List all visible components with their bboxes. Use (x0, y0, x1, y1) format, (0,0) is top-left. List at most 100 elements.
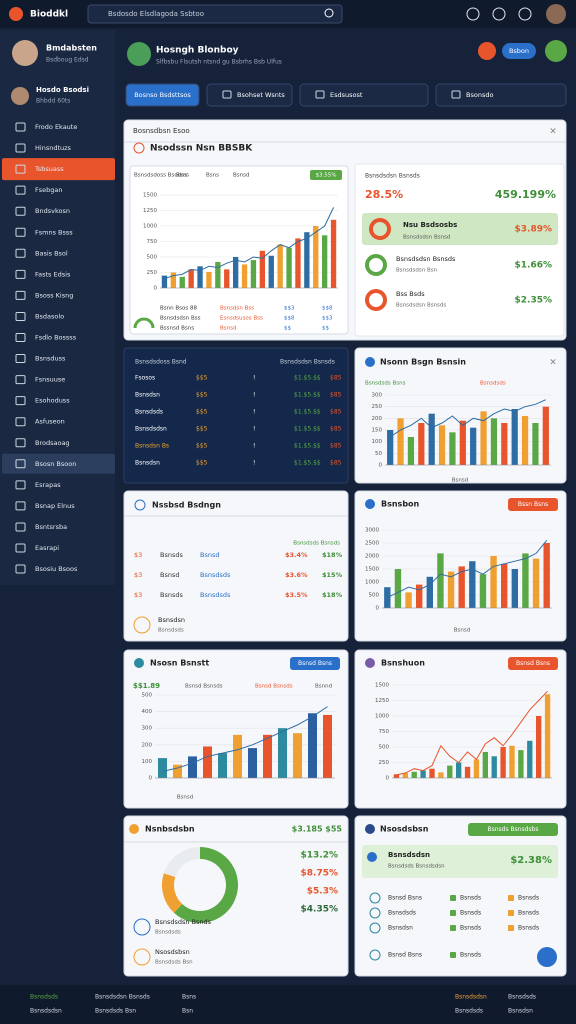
nav-item[interactable]: Asfuseon (35, 418, 65, 426)
y-tick-label: 50 (375, 451, 382, 457)
card-button[interactable] (508, 657, 558, 670)
list-icon (369, 949, 381, 961)
footer-link: Bsns (182, 994, 196, 1001)
footer-cell: $$ (284, 326, 291, 332)
legend-swatch (450, 895, 456, 901)
bar (426, 576, 433, 608)
label: $3.55% (316, 173, 337, 179)
logo: Bioddkl (30, 10, 68, 20)
header-button[interactable] (502, 43, 536, 59)
bar (501, 423, 508, 465)
y-tick-label: 100 (372, 439, 383, 445)
y-tick-label: 400 (142, 709, 153, 715)
label: Bsnsd Bsns (516, 660, 550, 667)
list-cell: $18% (322, 551, 343, 559)
nav-item[interactable]: Hinsndtuzs (35, 144, 72, 152)
bar (259, 250, 266, 288)
table-cell: $$5 (196, 392, 208, 399)
nav-icon (15, 206, 26, 216)
bar (509, 745, 515, 778)
bar (500, 747, 506, 778)
nav-item[interactable]: Bsosn Bsoon (35, 460, 76, 468)
donut-segment (173, 847, 238, 923)
nav-item[interactable]: Bsosiu Bsoos (35, 565, 78, 573)
table-cell: Fsosos (135, 375, 155, 382)
card-title: Nsonn Bsgn Bsnsin (380, 358, 466, 367)
list-cell: Bsnsds (160, 591, 183, 599)
label: Bosnsdbsn Esoo (133, 127, 190, 135)
footer-link: Bsnsdsds (30, 994, 58, 1001)
nav-item[interactable]: Fsdlo Bossss (35, 334, 77, 342)
nav-item[interactable]: Easrapi (35, 544, 59, 552)
nav-icon (15, 164, 26, 174)
footer-cell: Bsnn Bsos 88 (160, 306, 197, 312)
search-box[interactable] (87, 4, 343, 24)
tab[interactable] (299, 83, 429, 107)
nav-item[interactable]: Bsnap Elnus (35, 502, 75, 510)
list-cell: Bsnsdsds (388, 910, 416, 917)
bar (438, 425, 446, 465)
card-icon (365, 658, 375, 668)
tab-icon (222, 90, 232, 99)
nav-item[interactable]: Bndsvkosn (35, 207, 70, 215)
table-cell: Bsnsdsds (135, 409, 163, 416)
nav-icon (15, 311, 26, 321)
footer-link: Bsnsdsn (508, 1008, 533, 1015)
donut-icon (369, 218, 391, 240)
tab-label: Bsonsdo (466, 91, 493, 99)
tab[interactable] (206, 83, 293, 107)
legend-swatch (450, 952, 456, 958)
nav-item[interactable]: Esrapas (35, 481, 61, 489)
list-icon (369, 907, 381, 919)
close-icon[interactable]: × (549, 127, 557, 137)
bar (511, 409, 518, 465)
highlight-row (362, 213, 558, 245)
nav-icon (15, 248, 26, 258)
nav-item[interactable]: Bsoss Kisng (35, 291, 73, 299)
card-button[interactable] (508, 498, 558, 511)
list-icon (367, 852, 377, 862)
card-icon (365, 824, 375, 834)
nav-item[interactable]: Bsnsduss (35, 355, 66, 363)
y-tick-label: 3000 (365, 528, 379, 534)
nav-item[interactable]: Fsebgan (35, 186, 62, 194)
tab[interactable] (435, 83, 567, 107)
table-cell: Bsnsdsn (135, 460, 160, 467)
label: Bmdabsten (46, 44, 97, 53)
logo-icon (9, 7, 23, 21)
gauge-icon (133, 317, 155, 329)
nav-item[interactable]: Bsntsrsba (35, 523, 67, 531)
footer (0, 985, 576, 1024)
close-icon[interactable]: × (549, 358, 557, 368)
nav-item[interactable]: Fasts Edsis (35, 270, 71, 278)
nav-icon (15, 290, 26, 300)
nav-item[interactable]: Esohoduss (35, 397, 70, 405)
tab[interactable] (125, 83, 200, 107)
y-tick-label: 200 (372, 416, 383, 422)
card-heading: Nsodssn Nsn BBSBK (150, 144, 253, 154)
legend-label: Bsnsd Bsnsds (185, 684, 223, 690)
bar (170, 272, 177, 288)
tab-icon (451, 90, 461, 99)
card-button[interactable] (290, 657, 340, 670)
bar (304, 232, 310, 288)
label: Bsnsdsds Bsn (155, 960, 193, 966)
nav-item[interactable]: Frodo Ekaute (35, 123, 77, 131)
search-placeholder: Bsdosdo Elsdlagoda Ssbtoo (108, 10, 204, 18)
bar (470, 427, 477, 465)
bar (522, 553, 529, 608)
fab-button[interactable] (537, 947, 557, 967)
nav-item[interactable]: Brodsaoag (35, 439, 70, 447)
nav-item[interactable]: Basis Bsol (35, 249, 68, 257)
label: Bsnsdsds (480, 381, 506, 387)
nav-item[interactable]: Tsbsuass (34, 165, 64, 173)
nav-item[interactable]: Fsnsuuse (35, 376, 65, 384)
card-button[interactable] (468, 823, 558, 836)
nav-icon (15, 185, 26, 195)
nav-item[interactable]: Fsmns Bsss (35, 228, 73, 236)
top-icon (518, 7, 532, 21)
card-title: Nsosdsbsn (380, 825, 429, 834)
page-avatar (127, 42, 151, 66)
nav-item[interactable]: Bsdasolo (35, 312, 64, 320)
